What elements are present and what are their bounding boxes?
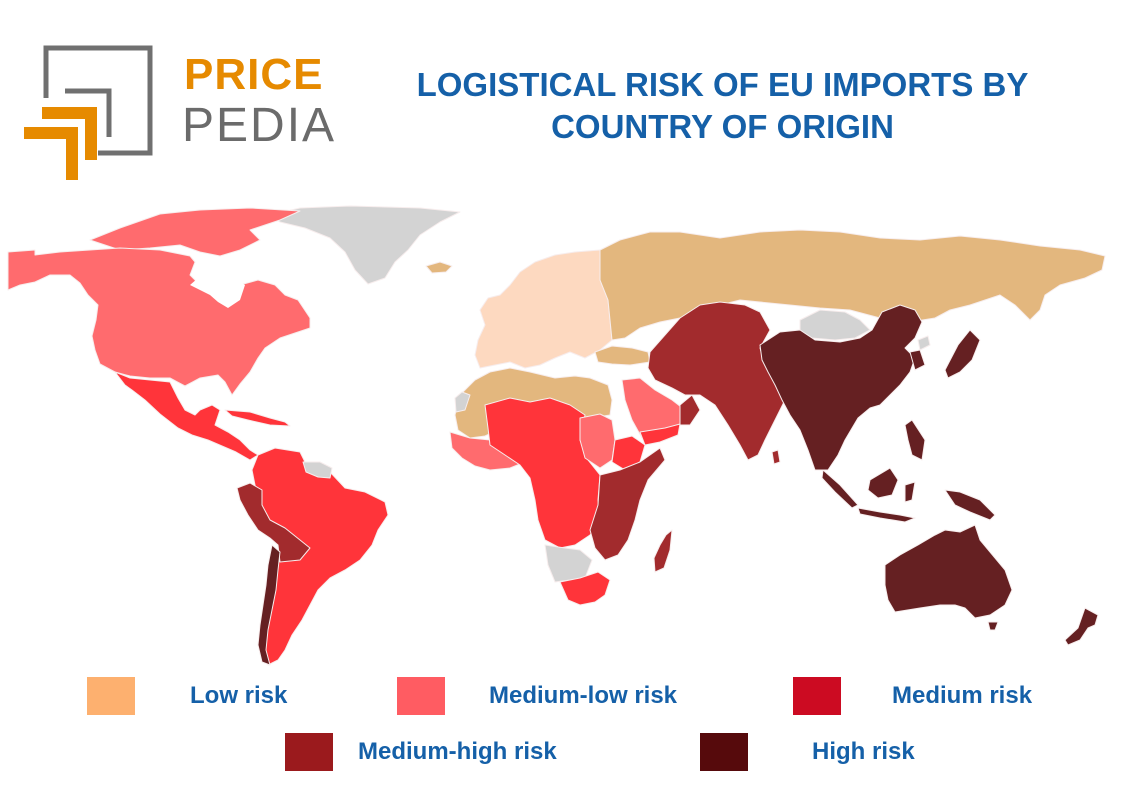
logo-text-pedia: PEDIA — [182, 99, 337, 152]
region-europe — [474, 249, 613, 369]
region-tasmania — [987, 621, 999, 631]
region-borneo — [867, 467, 899, 499]
legend-label-low: Low risk — [190, 682, 288, 709]
logo-text-price: PRICE — [184, 50, 324, 99]
world-risk-map — [7, 205, 1106, 666]
region-central-africa-medium — [484, 397, 601, 549]
legend-label-medium-low: Medium-low risk — [489, 682, 678, 709]
region-iceland — [425, 261, 453, 274]
region-east-africa — [589, 447, 666, 561]
region-sri-lanka — [771, 449, 781, 465]
legend-label-medium-high: Medium-high risk — [358, 738, 557, 765]
legend-item-medium — [793, 677, 841, 715]
region-sumatra — [821, 469, 859, 509]
region-china-se-asia — [759, 304, 923, 471]
region-north-korea — [917, 335, 931, 351]
legend-item-high — [700, 733, 748, 771]
chart-title: LOGISTICAL RISK OF EU IMPORTS BY COUNTRY… — [350, 64, 1095, 148]
region-canada-islands — [89, 207, 301, 257]
region-sulawesi — [904, 481, 916, 503]
pricepedia-logo: PRICE PEDIA — [22, 45, 334, 185]
region-western-sahara — [454, 391, 471, 413]
region-madagascar — [653, 529, 673, 573]
region-mongolia — [799, 309, 871, 341]
region-java — [857, 507, 916, 523]
region-korea — [909, 349, 926, 371]
legend-swatch-medium — [793, 677, 841, 715]
legend-label-high: High risk — [812, 738, 915, 765]
title-line-2: COUNTRY OF ORIGIN — [551, 108, 894, 145]
legend-item-medium-low — [397, 677, 445, 715]
legend-swatch-medium-high — [285, 733, 333, 771]
region-australia — [884, 524, 1013, 619]
title-line-1: LOGISTICAL RISK OF EU IMPORTS BY — [416, 66, 1029, 103]
region-greenland — [269, 205, 461, 285]
legend-item-medium-high — [285, 733, 333, 771]
region-central-asia-india — [647, 301, 791, 461]
legend-label-medium: Medium risk — [892, 682, 1033, 709]
region-oman — [679, 394, 701, 426]
region-yemen — [639, 423, 681, 446]
legend-swatch-medium-low — [397, 677, 445, 715]
region-peru-bolivia — [236, 482, 311, 563]
region-japan — [944, 329, 981, 379]
legend-item-low — [87, 677, 135, 715]
region-mexico-central-america — [114, 371, 259, 461]
region-caribbean — [224, 409, 291, 427]
region-north-america — [7, 247, 311, 396]
region-russia — [599, 229, 1106, 341]
region-new-guinea — [944, 489, 996, 521]
legend-swatch-low — [87, 677, 135, 715]
region-philippines — [904, 419, 926, 461]
region-south-africa — [559, 571, 611, 606]
legend-swatch-high — [700, 733, 748, 771]
region-chile — [257, 544, 281, 666]
region-new-zealand — [1064, 607, 1099, 646]
logo-mark-icon — [24, 45, 153, 180]
region-guianas — [302, 461, 333, 479]
region-turkey — [594, 345, 651, 366]
hudson-bay — [190, 272, 245, 308]
